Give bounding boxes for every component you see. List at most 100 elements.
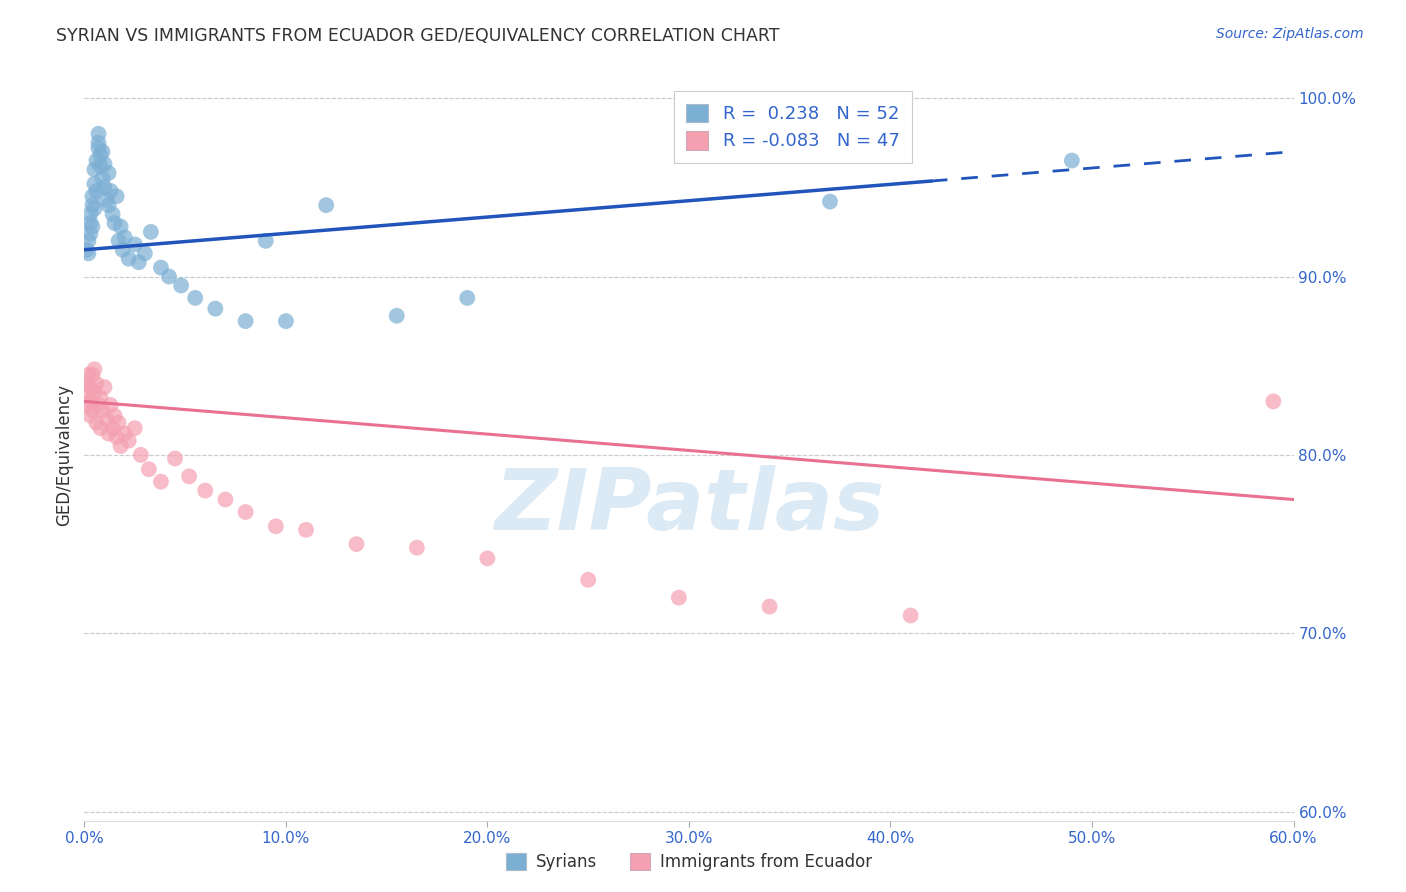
Point (93, 180, 115, 194)
Point (77, 246, 100, 260)
Point (82, 189, 104, 203)
Point (79, 207, 101, 221)
Point (82, 219, 104, 234)
Point (77, 234, 100, 248)
Point (107, 416, 129, 430)
Point (124, 237, 146, 252)
Point (89, 159, 111, 173)
Point (91, 403, 114, 417)
Point (87, 127, 110, 141)
Point (100, 398, 122, 412)
Point (149, 475, 172, 489)
Point (87, 141, 110, 155)
Point (157, 269, 180, 284)
Point (93, 157, 115, 171)
Point (91, 171, 114, 186)
Point (1060, 153, 1083, 168)
Legend: Syrians, Immigrants from Ecuador: Syrians, Immigrants from Ecuador (499, 847, 879, 878)
Point (274, 314, 297, 328)
Point (1263, 394, 1285, 409)
Point (79, 394, 101, 409)
Point (254, 234, 277, 248)
Y-axis label: GED/Equivalency: GED/Equivalency (55, 384, 73, 526)
Point (129, 448, 152, 462)
Point (93, 380, 115, 394)
Point (83, 202, 105, 216)
Point (214, 492, 236, 507)
Point (139, 225, 162, 239)
Point (204, 301, 226, 316)
Point (75, 398, 97, 412)
Point (124, 421, 146, 435)
Point (264, 519, 287, 533)
Point (111, 243, 134, 257)
Point (97, 426, 120, 441)
Point (79, 380, 101, 394)
Point (100, 184, 122, 198)
Point (107, 234, 129, 248)
Point (110, 439, 132, 453)
Point (89, 421, 111, 435)
Point (818, 194, 841, 209)
Point (165, 451, 187, 466)
Point (83, 177, 105, 191)
Point (134, 246, 156, 260)
Point (77, 385, 100, 400)
Point (83, 385, 105, 400)
Point (128, 255, 150, 269)
Point (91, 145, 114, 159)
Point (477, 551, 499, 566)
Point (77, 368, 100, 382)
Point (576, 573, 599, 587)
Point (104, 409, 127, 423)
Text: SYRIAN VS IMMIGRANTS FROM ECUADOR GED/EQUIVALENCY CORRELATION CHART: SYRIAN VS IMMIGRANTS FROM ECUADOR GED/EQ… (56, 27, 780, 45)
Point (101, 421, 124, 435)
Point (105, 430, 128, 444)
Point (406, 541, 429, 555)
Point (87, 398, 110, 412)
Point (138, 462, 160, 476)
Point (97, 198, 120, 212)
Point (235, 505, 257, 519)
Point (194, 483, 217, 498)
Point (79, 216, 101, 230)
Point (82, 198, 104, 212)
Point (179, 469, 201, 483)
Point (900, 608, 922, 623)
Point (758, 599, 780, 614)
Point (114, 230, 136, 244)
Point (86, 416, 108, 430)
Text: ZIPatlas: ZIPatlas (494, 465, 884, 548)
Point (83, 162, 105, 177)
Point (79, 409, 101, 423)
Point (75, 376, 97, 391)
Point (104, 216, 127, 230)
Point (105, 189, 128, 203)
Point (456, 291, 478, 305)
Point (97, 166, 120, 180)
Point (79, 227, 101, 241)
Point (114, 426, 136, 441)
Point (385, 309, 408, 323)
Point (110, 219, 132, 234)
Point (86, 184, 108, 198)
Point (96, 412, 118, 426)
Point (82, 368, 104, 382)
Point (87, 136, 110, 150)
Point (149, 260, 172, 275)
Point (184, 291, 207, 305)
Point (83, 362, 105, 376)
Point (86, 376, 108, 391)
Point (295, 523, 318, 537)
Point (315, 198, 337, 212)
Point (89, 148, 111, 162)
Point (86, 153, 108, 168)
Point (96, 193, 118, 207)
Text: Source: ZipAtlas.com: Source: ZipAtlas.com (1216, 27, 1364, 41)
Point (346, 537, 368, 551)
Point (118, 434, 141, 448)
Point (89, 391, 111, 405)
Point (82, 403, 104, 417)
Point (170, 278, 193, 293)
Point (235, 314, 257, 328)
